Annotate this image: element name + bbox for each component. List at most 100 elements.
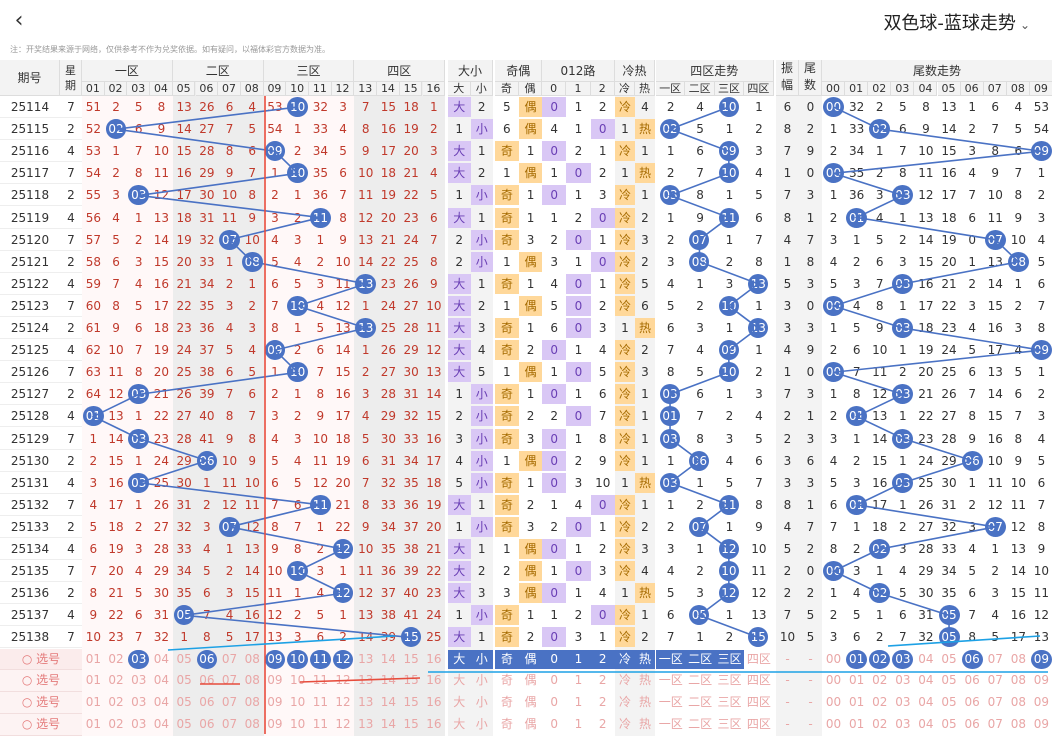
select-num[interactable]: 11 (310, 649, 331, 670)
select-num[interactable]: 09 (267, 717, 283, 732)
select-tail[interactable]: 02 (872, 695, 888, 710)
select-num[interactable]: 06 (196, 649, 218, 670)
select-opt[interactable]: 0 (550, 695, 558, 710)
select-tail[interactable]: 07 (987, 717, 1003, 732)
select-opt[interactable]: 三区 (717, 717, 742, 732)
select-row-label[interactable]: ○ 选号 (0, 670, 82, 693)
select-num[interactable]: 14 (380, 673, 397, 688)
select-tail[interactable]: 00 (825, 717, 842, 732)
select-num[interactable]: 05 (176, 695, 192, 710)
select-opt[interactable]: 奇 (500, 695, 513, 710)
back-button[interactable]: ‹ (6, 6, 32, 36)
select-tail[interactable]: 06 (964, 695, 980, 710)
select-opt[interactable]: 奇 (495, 649, 519, 670)
select-tail[interactable]: 04 (918, 673, 934, 688)
select-opt[interactable]: 冷 (618, 673, 631, 688)
select-num[interactable]: 08 (244, 717, 260, 732)
select-num[interactable]: 14 (380, 651, 397, 666)
page-title[interactable]: 双色球-蓝球走势 ⌄ (883, 9, 1030, 35)
select-num[interactable]: 03 (131, 717, 147, 732)
select-opt[interactable]: 偶 (524, 717, 537, 732)
select-num[interactable]: 02 (108, 673, 124, 688)
select-num[interactable]: 12 (335, 717, 351, 732)
select-num[interactable]: 06 (199, 695, 215, 710)
select-num[interactable]: 15 (403, 651, 419, 666)
select-num[interactable]: 01 (85, 695, 101, 710)
select-tail[interactable]: 06 (961, 649, 983, 670)
select-tail[interactable]: 09 (1033, 673, 1050, 688)
select-num[interactable]: 05 (176, 673, 192, 688)
select-num[interactable]: 13 (358, 695, 374, 710)
select-num[interactable]: 16 (426, 673, 442, 688)
select-tail[interactable]: 03 (895, 695, 911, 710)
select-num[interactable]: 10 (290, 673, 306, 688)
select-opt[interactable]: 1 (574, 717, 583, 732)
select-num[interactable]: 07 (221, 717, 238, 732)
select-opt[interactable]: 0 (550, 717, 558, 732)
select-opt[interactable]: 大 (448, 649, 471, 670)
select-tail[interactable]: 09 (1033, 717, 1050, 732)
select-tail[interactable]: 02 (872, 717, 888, 732)
select-num[interactable]: 03 (131, 695, 147, 710)
select-tail[interactable]: 00 (825, 695, 842, 710)
select-num[interactable]: 14 (380, 695, 397, 710)
select-num[interactable]: 03 (131, 673, 147, 688)
select-tail[interactable]: 01 (846, 649, 868, 670)
select-tail[interactable]: 02 (872, 673, 888, 688)
select-tail[interactable]: 06 (964, 717, 980, 732)
select-num[interactable]: 07 (221, 651, 238, 666)
select-num[interactable]: 11 (312, 695, 328, 710)
select-tail[interactable]: 02 (869, 649, 891, 670)
select-tail[interactable]: 09 (1030, 649, 1052, 670)
select-opt[interactable]: 偶 (518, 649, 543, 670)
select-num[interactable]: 02 (108, 651, 124, 666)
select-num[interactable]: 08 (244, 673, 260, 688)
select-num[interactable]: 04 (153, 673, 170, 688)
select-opt[interactable]: 一区 (656, 649, 686, 670)
select-row-label[interactable]: ○ 选号 (0, 648, 82, 671)
select-num[interactable]: 15 (403, 695, 419, 710)
select-num[interactable]: 16 (426, 651, 442, 666)
select-num[interactable]: 02 (108, 695, 124, 710)
select-opt[interactable]: 2 (598, 717, 607, 732)
select-num[interactable]: 09 (267, 673, 283, 688)
select-tail[interactable]: 03 (895, 717, 911, 732)
select-num[interactable]: 12 (335, 673, 351, 688)
select-tail[interactable]: 06 (964, 673, 980, 688)
select-tail[interactable]: 01 (849, 695, 865, 710)
select-opt[interactable]: 1 (574, 673, 583, 688)
select-num[interactable]: 16 (426, 695, 442, 710)
select-tail[interactable]: 09 (1033, 695, 1050, 710)
select-opt[interactable]: 大 (453, 717, 466, 732)
select-opt[interactable]: 0 (550, 673, 558, 688)
select-num[interactable]: 10 (290, 695, 306, 710)
select-num[interactable]: 07 (221, 673, 238, 688)
select-num[interactable]: 05 (176, 717, 192, 732)
select-tail[interactable]: 04 (918, 717, 934, 732)
select-opt[interactable]: 2 (598, 695, 607, 710)
select-num[interactable]: 15 (403, 717, 419, 732)
select-opt[interactable]: 二区 (688, 717, 713, 732)
select-tail[interactable]: 01 (849, 717, 865, 732)
select-opt[interactable]: 冷 (615, 649, 635, 670)
select-opt[interactable]: 三区 (717, 673, 742, 688)
select-tail[interactable]: 08 (1010, 717, 1026, 732)
select-num[interactable]: 04 (153, 695, 170, 710)
select-num[interactable]: 15 (403, 673, 419, 688)
select-tail[interactable]: 04 (918, 695, 934, 710)
select-tail[interactable]: 05 (941, 717, 957, 732)
select-num[interactable]: 02 (108, 717, 124, 732)
select-opt[interactable]: 冷 (618, 717, 631, 732)
select-opt[interactable]: 三区 (714, 649, 745, 670)
select-num[interactable]: 12 (335, 695, 351, 710)
select-opt[interactable]: 二区 (685, 649, 715, 670)
select-num[interactable]: 11 (312, 717, 328, 732)
select-opt[interactable]: 偶 (524, 695, 537, 710)
select-tail[interactable]: 00 (825, 673, 842, 688)
select-opt[interactable]: 热 (638, 695, 651, 710)
select-tail[interactable]: 05 (941, 673, 957, 688)
select-opt[interactable]: 热 (638, 717, 651, 732)
select-num[interactable]: 08 (244, 695, 260, 710)
select-num[interactable]: 10 (287, 649, 308, 670)
select-tail[interactable]: 07 (987, 651, 1003, 666)
